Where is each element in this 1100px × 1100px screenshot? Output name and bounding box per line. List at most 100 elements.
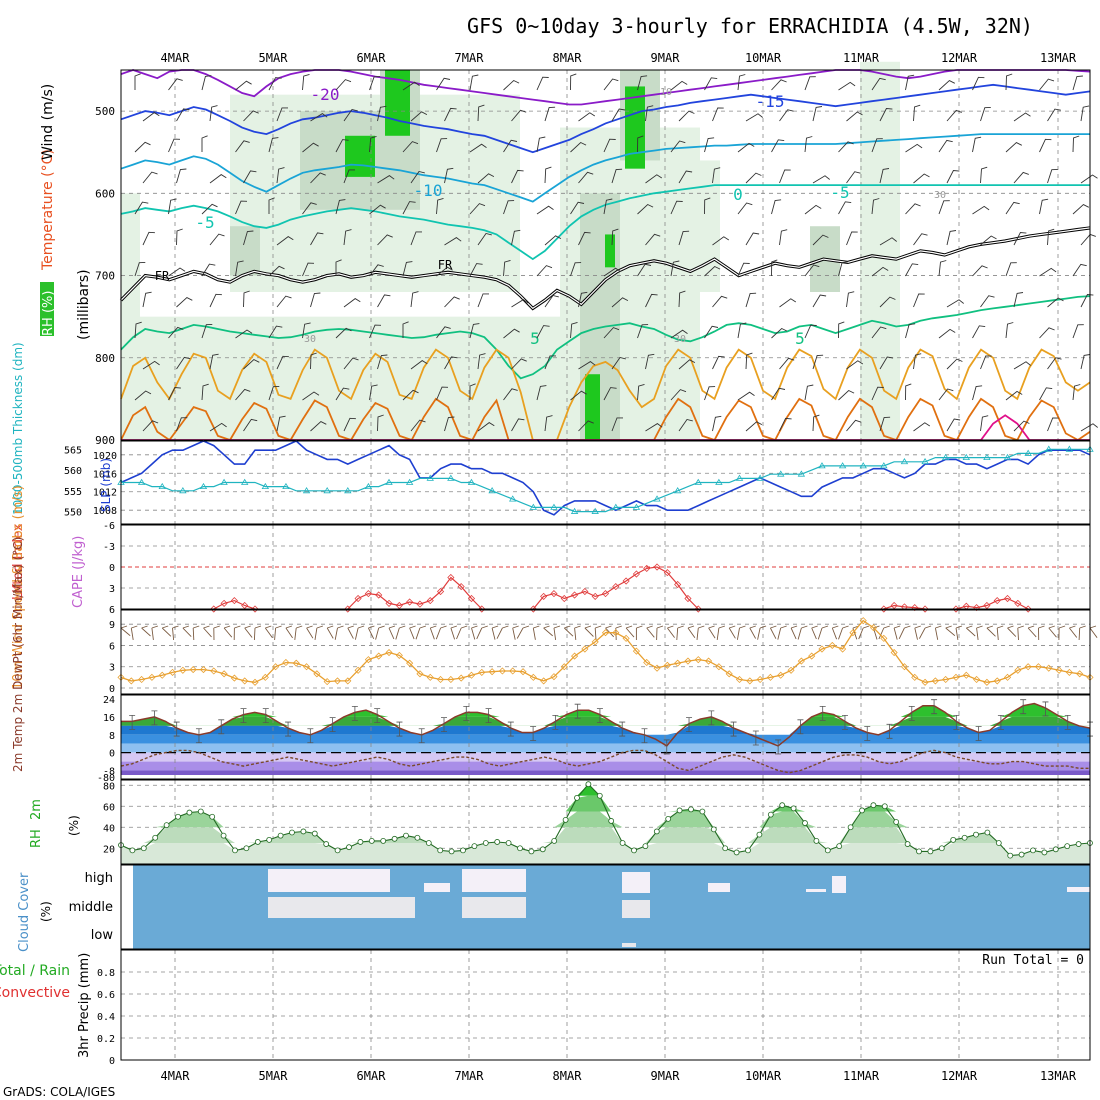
wind-barb xyxy=(1047,168,1058,184)
top-day-label: 13MAR xyxy=(1040,51,1077,65)
wind-10m-barb xyxy=(1048,625,1057,638)
wind-barb xyxy=(804,264,820,277)
wind-speed-marker xyxy=(808,652,816,660)
cloud-high-block xyxy=(708,883,730,892)
temp-minmax-bar xyxy=(841,714,848,730)
rh-contour-label: 30 xyxy=(304,334,316,345)
wind-barb xyxy=(436,138,448,153)
wind-speed-marker xyxy=(406,659,414,667)
wind-speed-marker xyxy=(478,668,486,676)
wind-barb xyxy=(276,107,288,122)
wind-barb xyxy=(704,137,715,153)
contour-label: -10 xyxy=(414,181,443,200)
rh-2m-marker xyxy=(893,819,900,825)
cloud-row-label: low xyxy=(91,928,114,943)
wind-speed-marker xyxy=(426,673,434,681)
wind-barb xyxy=(1080,233,1096,246)
wind-speed-marker xyxy=(488,668,496,676)
rh-2m-marker xyxy=(232,847,238,854)
wind-speed-marker xyxy=(220,670,228,678)
rh-tick-label: 40 xyxy=(103,823,115,834)
wind-barb xyxy=(310,352,317,370)
wind-10m-barb xyxy=(543,625,553,637)
wind-barb xyxy=(369,76,381,91)
temp-minmax-bar xyxy=(285,721,292,737)
temp-minmax-bar xyxy=(173,721,180,737)
thickness-marker xyxy=(900,457,909,465)
pressure-tick-label: 600 xyxy=(95,187,115,200)
wind-barb xyxy=(134,141,151,153)
thickness-line xyxy=(121,448,1090,513)
temp-tick-label: -8 xyxy=(103,767,115,778)
wind-barb xyxy=(712,355,725,370)
wind-tick-label: 0 xyxy=(109,684,115,695)
thickness-marker xyxy=(302,487,311,494)
wind-barb xyxy=(511,229,521,246)
temp-minmax-bar xyxy=(418,728,425,744)
wind-barb xyxy=(1013,112,1031,122)
wind-speed-marker xyxy=(694,656,702,664)
wind-barb xyxy=(846,171,861,184)
wind-10m-barb xyxy=(233,625,241,641)
li-marker xyxy=(674,580,682,589)
contour-label: 5 xyxy=(530,329,540,348)
wind-speed-marker xyxy=(705,657,713,665)
temp-band xyxy=(121,725,1090,735)
wind-10m-barb xyxy=(584,625,594,637)
wind-speed-marker xyxy=(467,671,476,679)
wind-10m-barb xyxy=(749,625,756,639)
temp-minmax-bar xyxy=(886,723,893,739)
li-marker xyxy=(643,564,651,572)
wind-barb xyxy=(310,421,327,432)
temp-minmax-bar xyxy=(730,721,737,737)
rh-2m-marker xyxy=(323,841,330,847)
rh-2m-marker xyxy=(562,817,569,823)
top-day-label: 4MAR xyxy=(161,51,191,65)
wind-barb xyxy=(1047,357,1062,370)
wind-speed-marker xyxy=(302,663,311,671)
rh-2m-marker xyxy=(859,807,865,814)
contour-label: FR xyxy=(438,258,453,272)
rh-shade-high xyxy=(605,234,615,268)
wind-barb xyxy=(905,143,923,153)
thickness-marker xyxy=(941,453,950,460)
wind-barb xyxy=(645,423,663,432)
cloud-high-block xyxy=(462,869,526,892)
isotherm-line xyxy=(120,83,1091,154)
wind-10m-barb xyxy=(831,625,839,640)
rh-band xyxy=(121,784,1090,796)
wind-barb xyxy=(670,80,688,91)
wind-barb xyxy=(235,200,248,215)
wind-barb xyxy=(276,295,292,308)
wind-barb xyxy=(980,235,997,246)
rh2m-axis-label: RH xyxy=(29,829,44,848)
wind-barb xyxy=(804,324,817,339)
wind-barb xyxy=(1013,171,1029,184)
wind-barb xyxy=(377,105,387,122)
wind-speed-marker xyxy=(1014,666,1022,674)
wind-speed-marker xyxy=(715,663,723,671)
panel-frame xyxy=(120,864,1091,950)
wind-10m-barb xyxy=(736,625,746,640)
wind-10m-barb xyxy=(274,625,282,641)
wind-barb xyxy=(302,391,320,401)
wind-barb xyxy=(469,263,483,277)
thickness-marker xyxy=(137,478,146,485)
wind-barb xyxy=(905,74,915,91)
wind-barb xyxy=(1080,354,1091,370)
wind-speed-marker xyxy=(746,677,754,685)
rh-2m-marker xyxy=(1030,847,1036,854)
top-day-label: 7MAR xyxy=(455,51,485,65)
wind-barb xyxy=(201,135,208,152)
slp-axis-label: SLP (mb) xyxy=(99,458,113,512)
wind-speed-marker xyxy=(911,673,919,681)
thickness-marker xyxy=(880,462,888,469)
rh-2m-marker xyxy=(505,840,512,846)
wind-barb xyxy=(142,171,158,184)
thickness-marker xyxy=(1045,445,1053,452)
wind-barb xyxy=(879,416,891,432)
temp-minmax-bar xyxy=(1064,714,1071,730)
contour-label: -5 xyxy=(195,213,214,232)
pressure-tick-label: 900 xyxy=(95,434,115,447)
wind-barb xyxy=(477,104,485,122)
